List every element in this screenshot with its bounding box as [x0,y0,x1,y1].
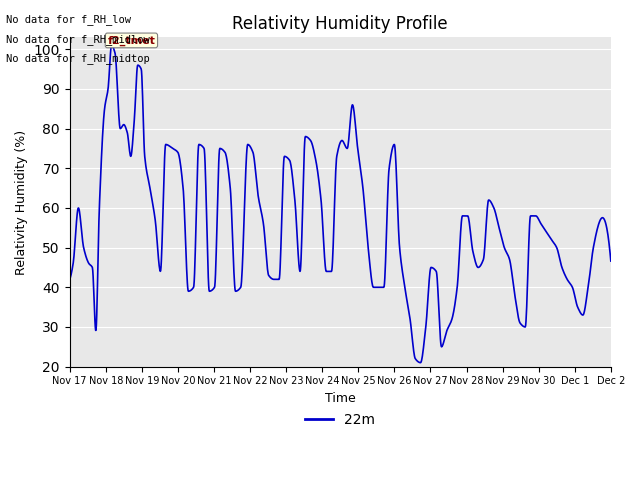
X-axis label: Time: Time [325,392,356,405]
Text: f2_tmet: f2_tmet [108,36,156,46]
Text: No data for f_RH_midtop: No data for f_RH_midtop [6,53,150,64]
Title: Relativity Humidity Profile: Relativity Humidity Profile [232,15,448,33]
Legend: 22m: 22m [300,407,381,432]
Y-axis label: Relativity Humidity (%): Relativity Humidity (%) [15,130,28,275]
Text: No data for f_RH_low: No data for f_RH_low [6,14,131,25]
Text: No data for f_RH_midlow: No data for f_RH_midlow [6,34,150,45]
